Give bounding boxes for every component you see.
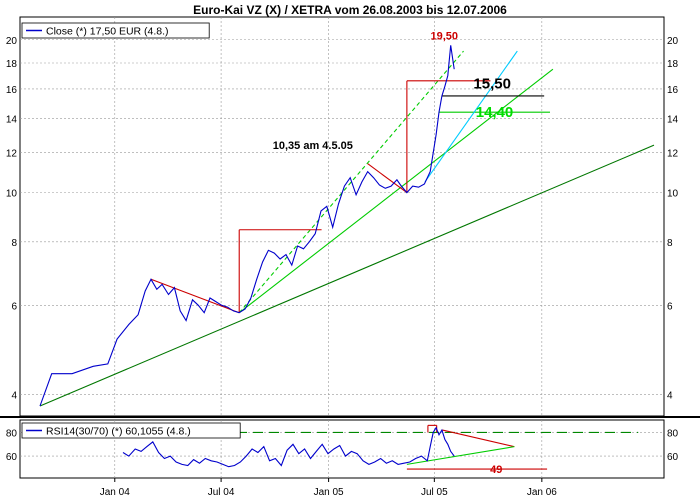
y-tick-label-right: 8 [667,238,673,249]
y-tick-label-left: 6 [11,301,17,312]
price-annotation: 10,35 am 4.5.05 [273,140,353,152]
price-trend-line [150,278,240,314]
y-tick-label-right: 16 [667,85,679,96]
chart-title: Euro-Kai VZ (X) / XETRA vom 26.08.2003 b… [193,3,507,17]
y-tick-label-left: 4 [11,391,17,402]
x-tick-label: Jan 06 [527,487,557,498]
price-panel: 4 4 6 6 8 8 10 10 12 12 14 14 16 16 18 18 20 20 19,50 10,35… [0,16,700,418]
y-tick-label-left: 10 [6,189,18,200]
price-annotation: 15,50 [473,76,511,93]
price-legend-box [21,22,210,39]
rsi-annotation: 49 [490,464,502,476]
y-tick-label-left: 14 [6,114,18,125]
y-tick-label-left: 16 [6,85,18,96]
rsi-y-tick-label-left: 80 [6,428,18,439]
rsi-y-tick-label-right: 60 [667,452,679,463]
price-trend-line [238,68,554,314]
x-tick-label: Jul 04 [208,487,235,498]
price-trend-line [367,163,408,194]
y-tick-label-left: 20 [6,36,18,47]
rsi-legend-label: RSI14(30/70) (*) 60,1055 (4.8.) [46,426,191,438]
price-trend-line [238,50,464,314]
y-tick-label-left: 18 [6,59,18,70]
x-tick-label: Jul 05 [421,487,448,498]
close-price-series [39,45,455,407]
y-tick-label-right: 20 [667,36,679,47]
y-tick-label-left: 8 [11,238,17,249]
rsi-marker-line [406,446,515,465]
price-trend-line [39,144,655,407]
price-annotation: 19,50 [431,30,459,42]
rsi-legend-box [21,422,241,439]
price-trend-line [424,50,518,183]
y-tick-label-right: 14 [667,114,679,125]
rsi-y-tick-label-left: 60 [6,452,18,463]
x-axis: Jan 04 Jul 04 Jan 05 Jul 05 Jan 06 [100,478,557,498]
y-tick-label-right: 4 [667,391,673,402]
rsi-series [122,426,455,468]
y-tick-label-right: 6 [667,301,673,312]
price-annotation: 14,40 [476,104,514,121]
price-legend-label: Close (*) 17,50 EUR (4.8.) [46,26,169,38]
y-tick-label-left: 12 [6,148,18,159]
y-tick-label-right: 10 [667,189,679,200]
rsi-panel: 60 60 80 80 49 RSI14(30/70) (*) 60,1055 (4.8.… [6,419,679,479]
x-tick-label: Jan 05 [314,487,344,498]
rsi-y-tick-label-right: 80 [667,428,679,439]
y-tick-label-right: 12 [667,148,679,159]
x-tick-label: Jan 04 [100,487,130,498]
rsi-marker-line [442,429,515,448]
y-tick-label-right: 18 [667,59,679,70]
price-plot-area [19,16,665,417]
